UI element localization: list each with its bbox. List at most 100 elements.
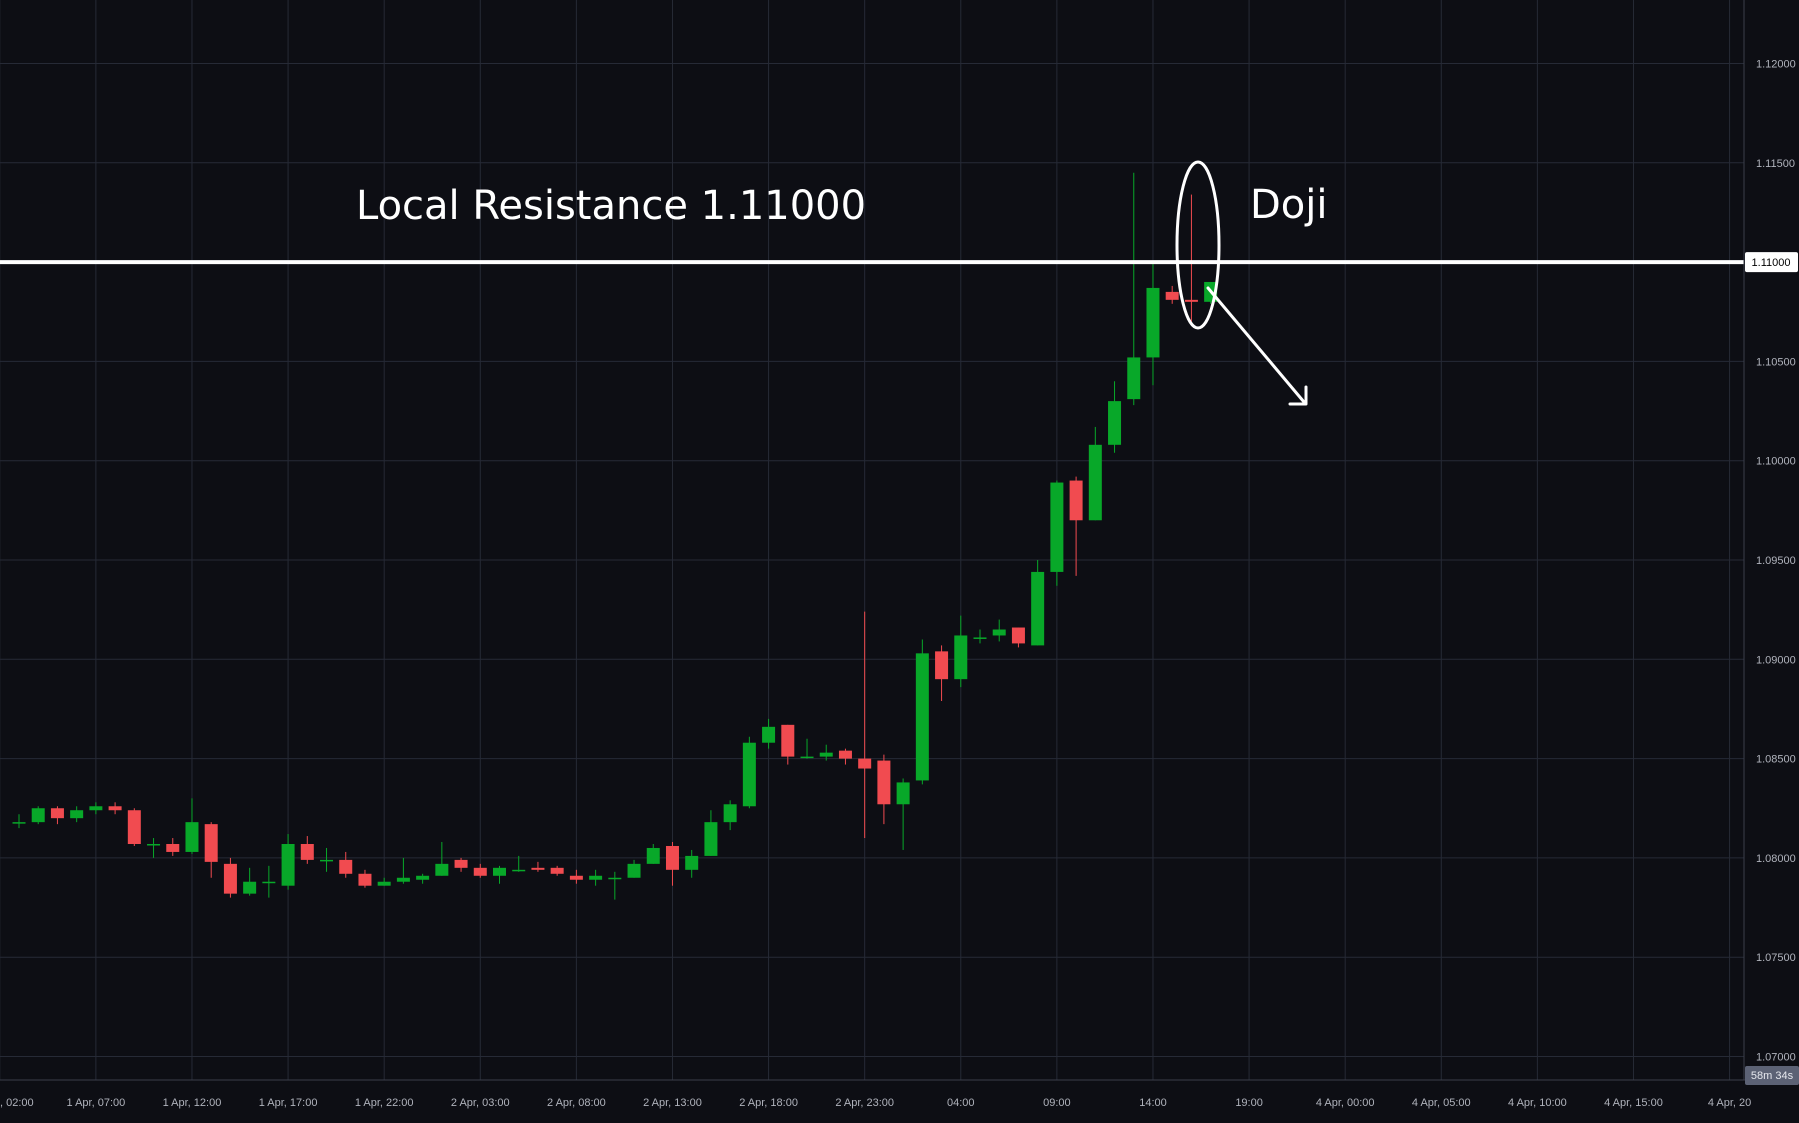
countdown-text: 58m 34s bbox=[1751, 1070, 1794, 1082]
candle-body bbox=[1031, 571, 1045, 646]
candle-body bbox=[608, 877, 622, 880]
x-tick-label: 2 Apr, 08:00 bbox=[547, 1097, 606, 1109]
price-label-text: 1.11000 bbox=[1752, 257, 1791, 269]
candle-body bbox=[1146, 287, 1160, 358]
candle-body bbox=[1165, 291, 1179, 300]
arrow-head bbox=[1288, 385, 1308, 406]
doji-annotation-text: Doji bbox=[1250, 182, 1328, 228]
candle-body bbox=[896, 782, 910, 805]
candle-body bbox=[627, 863, 641, 878]
y-tick-label: 1.07500 bbox=[1756, 952, 1796, 964]
candle-body bbox=[704, 822, 718, 856]
candle-body bbox=[108, 806, 122, 811]
candle-body bbox=[339, 859, 353, 874]
candle-body bbox=[243, 881, 257, 894]
candle-body bbox=[1108, 401, 1122, 445]
candle-body bbox=[1088, 444, 1102, 521]
candle-body bbox=[858, 758, 872, 769]
x-tick-label: 4 Apr, 20 bbox=[1708, 1097, 1751, 1109]
y-tick-label: 1.10000 bbox=[1756, 456, 1796, 468]
candle-body bbox=[1127, 357, 1141, 400]
x-tick-label: 14:00 bbox=[1139, 1097, 1167, 1109]
x-tick-label: 4 Apr, 15:00 bbox=[1604, 1097, 1663, 1109]
y-tick-label: 1.11500 bbox=[1756, 158, 1795, 170]
candle-body bbox=[1069, 480, 1083, 521]
x-tick-label: 2 Apr, 18:00 bbox=[739, 1097, 798, 1109]
x-tick-label: 1 Apr, 07:00 bbox=[67, 1097, 126, 1109]
candle-body bbox=[416, 875, 430, 880]
y-tick-label: 1.08000 bbox=[1756, 853, 1796, 865]
candle-body bbox=[70, 810, 84, 819]
candle-body bbox=[954, 635, 968, 680]
candle-body bbox=[435, 863, 449, 876]
x-tick-label: 1 Apr, 22:00 bbox=[355, 1097, 414, 1109]
annotations: Local Resistance 1.11000 Doji bbox=[0, 160, 1744, 406]
candle-body bbox=[1184, 299, 1198, 302]
candle-body bbox=[320, 859, 334, 862]
candle-body bbox=[358, 873, 372, 886]
candle-body bbox=[1011, 627, 1025, 644]
candle-body bbox=[147, 843, 161, 846]
candle-body bbox=[992, 629, 1006, 636]
y-tick-label: 1.09500 bbox=[1756, 555, 1796, 567]
candle-body bbox=[166, 843, 180, 852]
x-tick-label: 1 Apr, 12:00 bbox=[163, 1097, 222, 1109]
candle-body bbox=[742, 742, 756, 807]
candle-body bbox=[589, 875, 603, 880]
x-tick-label: 09:00 bbox=[1043, 1097, 1071, 1109]
x-tick-label: 4 Apr, 00:00 bbox=[1316, 1097, 1375, 1109]
x-tick-label: 19:00 bbox=[1235, 1097, 1263, 1109]
candle-body bbox=[473, 867, 487, 876]
candle-body bbox=[915, 653, 929, 781]
candle-body bbox=[762, 726, 776, 743]
candle-body bbox=[12, 822, 26, 824]
x-tick-label: 4 Apr, 05:00 bbox=[1412, 1097, 1471, 1109]
candle-body bbox=[685, 855, 699, 870]
candles bbox=[12, 172, 1218, 900]
candle-body bbox=[550, 867, 564, 874]
candle-body bbox=[262, 881, 276, 884]
x-tick-label: 2 Apr, 03:00 bbox=[451, 1097, 510, 1109]
candle-body bbox=[300, 843, 314, 860]
candle-body bbox=[646, 847, 660, 864]
candle-body bbox=[185, 822, 199, 852]
candle-body bbox=[50, 808, 64, 819]
candle-body bbox=[454, 859, 468, 868]
y-tick-label: 1.10500 bbox=[1756, 356, 1796, 368]
price-label-box bbox=[1745, 252, 1798, 273]
x-tick-label: 2 Apr, 23:00 bbox=[835, 1097, 894, 1109]
candle-body bbox=[973, 637, 987, 639]
y-tick-label: 1.09000 bbox=[1756, 654, 1796, 666]
x-tick-label: 4 Apr, 10:00 bbox=[1508, 1097, 1567, 1109]
candle-body bbox=[493, 867, 506, 876]
candle-body bbox=[819, 752, 833, 757]
candle-body bbox=[877, 760, 891, 805]
y-tick-label: 1.08500 bbox=[1756, 754, 1796, 766]
candle-body bbox=[781, 724, 795, 757]
y-tick-label: 1.12000 bbox=[1756, 59, 1796, 71]
candle-body bbox=[396, 877, 410, 882]
x-tick-label: , 02:00 bbox=[0, 1097, 34, 1109]
candle-body bbox=[281, 843, 295, 886]
candle-body bbox=[127, 810, 141, 844]
candle-body bbox=[204, 824, 218, 862]
candle-body bbox=[838, 750, 852, 759]
countdown-box bbox=[1745, 1066, 1799, 1085]
arrow-shaft bbox=[1206, 286, 1306, 404]
y-tick-label: 1.07000 bbox=[1756, 1052, 1796, 1064]
candle-body bbox=[935, 651, 949, 680]
x-tick-label: 2 Apr, 13:00 bbox=[643, 1097, 702, 1109]
candle-body bbox=[569, 875, 583, 880]
candle-body bbox=[800, 756, 814, 759]
candle-body bbox=[31, 808, 45, 823]
candle-body bbox=[223, 863, 237, 894]
candle-body bbox=[377, 881, 391, 886]
x-tick-label: 04:00 bbox=[947, 1097, 975, 1109]
resistance-annotation-text: Local Resistance 1.11000 bbox=[356, 183, 866, 229]
x-tick-label: 1 Apr, 17:00 bbox=[259, 1097, 318, 1109]
